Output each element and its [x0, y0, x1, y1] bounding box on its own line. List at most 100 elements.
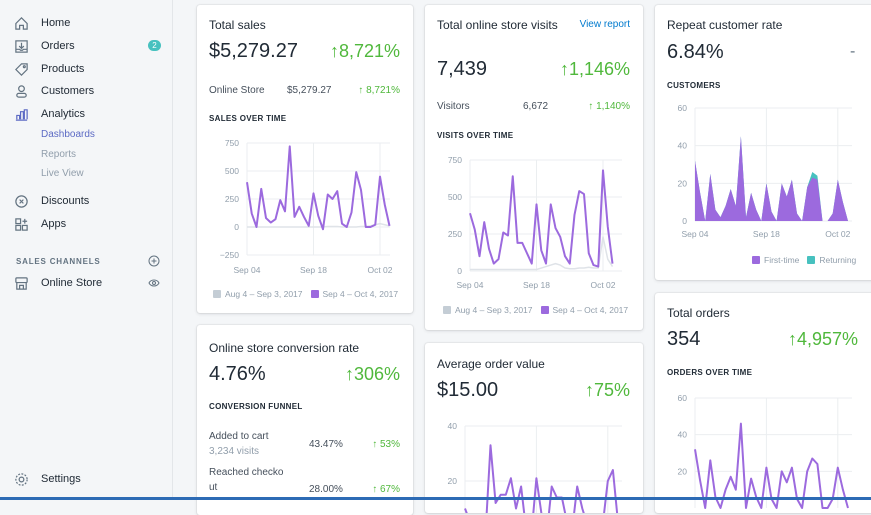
- gear-icon: [15, 472, 28, 486]
- conversion-value: 4.76%: [209, 363, 266, 385]
- chart-caption: SALES OVER TIME: [209, 114, 287, 123]
- nav-label: Apps: [41, 218, 67, 230]
- nav-settings[interactable]: Settings: [14, 471, 81, 487]
- chart-legend: First-time Returning: [752, 255, 856, 265]
- legend-swatch-previous: [213, 290, 221, 298]
- nav-home[interactable]: Home: [14, 15, 70, 31]
- x-tick-label: Oct 02: [367, 265, 392, 275]
- online-store-row: Online Store $5,279.27 ↑ 8,721%: [209, 85, 400, 96]
- x-tick-label: Oct 02: [590, 280, 615, 290]
- legend-returning: Returning: [819, 255, 857, 265]
- y-tick-label: 750: [225, 138, 239, 148]
- y-tick-label: 0: [457, 266, 462, 276]
- y-tick-label: 60: [678, 393, 688, 403]
- view-report-link[interactable]: View report: [579, 19, 630, 30]
- nav-online-store[interactable]: Online Store: [14, 275, 102, 291]
- funnel-row: Reached checko ut 28.00% ↑ 67%: [209, 465, 400, 495]
- nav-live-view[interactable]: Live View: [41, 168, 84, 179]
- series-line-previous: [247, 222, 390, 228]
- y-tick-label: 20: [448, 476, 458, 486]
- nav-label: Analytics: [41, 108, 86, 120]
- total-orders-card: Total orders 354 ↑4,957% ORDERS OVER TIM…: [655, 293, 871, 513]
- aov-change: ↑75%: [584, 380, 630, 400]
- y-tick-label: 40: [448, 421, 458, 431]
- card-title: Total orders: [667, 306, 730, 320]
- x-tick-label: Sep 04: [234, 265, 261, 275]
- chart-legend: Aug 4 – Sep 3, 2017 Sep 4 – Oct 4, 2017: [443, 305, 628, 315]
- nav-label: Settings: [41, 473, 81, 485]
- series-line-current: [694, 422, 849, 509]
- home-icon: [15, 16, 28, 30]
- series-line-current: [464, 444, 619, 513]
- total-sales-change: ↑8,721%: [329, 41, 400, 61]
- total-sales-value: $5,279.27: [209, 40, 298, 62]
- y-tick-label: −250: [220, 250, 239, 260]
- chart-legend: Aug 4 – Sep 3, 2017 Sep 4 – Oct 4, 2017: [213, 289, 398, 299]
- y-tick-label: 40: [678, 430, 688, 440]
- visits-chart: 750 500 250 0 Sep 04 Sep 18 Oct 02: [448, 155, 622, 290]
- x-tick-label: Sep 04: [682, 229, 709, 239]
- legend-swatch-current: [310, 290, 319, 298]
- legend-previous: Aug 4 – Sep 3, 2017: [455, 305, 533, 315]
- chart-caption: CONVERSION FUNNEL: [209, 402, 303, 411]
- repeat-change: -: [850, 43, 856, 60]
- y-tick-label: 500: [225, 166, 239, 176]
- orders-chart: 60 40 20: [678, 393, 852, 509]
- nav-customers[interactable]: Customers: [14, 83, 94, 99]
- nav-label: Home: [41, 17, 71, 29]
- card-title: Repeat customer rate: [667, 18, 783, 32]
- funnel-step: Reached checko ut: [209, 467, 284, 493]
- nav-analytics[interactable]: Analytics: [14, 106, 85, 122]
- row-value: $5,279.27: [287, 85, 332, 96]
- y-tick-label: 0: [234, 222, 239, 232]
- card-title: Total sales: [209, 18, 266, 32]
- sidebar: Home Orders 2 Products Customers Analyti…: [0, 0, 173, 500]
- row-change: ↑ 1,140%: [588, 101, 630, 112]
- series-line-previous: [470, 236, 614, 271]
- window-bottom-edge: [0, 497, 871, 500]
- row-change: ↑ 8,721%: [358, 85, 400, 96]
- average-order-value-card: Average order value $15.00 ↑75% 40 20: [425, 343, 643, 513]
- y-tick-label: 250: [225, 194, 239, 204]
- legend-swatch-previous: [443, 306, 451, 314]
- nav-discounts[interactable]: Discounts: [14, 193, 89, 209]
- nav-label: Orders: [41, 40, 75, 52]
- total-sales-card: Total sales $5,279.27 ↑8,721% Online Sto…: [197, 5, 413, 313]
- nav-dashboards[interactable]: Dashboards: [41, 129, 95, 140]
- legend-swatch-first-time: [752, 256, 760, 264]
- person-icon: [16, 84, 27, 98]
- nav-apps[interactable]: Apps: [14, 216, 66, 232]
- nav-label: Customers: [41, 85, 95, 97]
- conversion-change: ↑306%: [344, 364, 400, 384]
- nav-label: Discounts: [41, 195, 90, 207]
- series-line-current: [246, 145, 391, 231]
- funnel-value: 28.00%: [309, 484, 343, 495]
- row-label: Visitors: [437, 101, 470, 112]
- series-line-current: [469, 169, 614, 268]
- chart-caption: VISITS OVER TIME: [437, 131, 514, 140]
- add-channel-icon[interactable]: [148, 255, 160, 267]
- funnel-sub: 3,234 visits: [209, 446, 260, 457]
- y-tick-label: 20: [678, 466, 688, 476]
- legend-swatch-current: [540, 306, 549, 314]
- orders-change: ↑4,957%: [787, 329, 858, 349]
- funnel-step: Added to cart: [209, 431, 269, 442]
- y-tick-label: 40: [678, 141, 688, 151]
- nav-products[interactable]: Products: [14, 61, 84, 77]
- y-tick-label: 500: [448, 192, 462, 202]
- nav-orders[interactable]: Orders: [14, 38, 75, 54]
- conversion-card: Online store conversion rate 4.76% ↑306%…: [197, 325, 413, 515]
- card-title: Online store conversion rate: [209, 341, 360, 355]
- chart-caption: ORDERS OVER TIME: [667, 368, 753, 377]
- row-value: 6,672: [523, 101, 549, 112]
- store-icon: [15, 276, 28, 290]
- funnel-change: ↑ 53%: [372, 438, 400, 450]
- x-tick-label: Sep 04: [457, 280, 484, 290]
- x-tick-label: Sep 18: [300, 265, 327, 275]
- eye-icon[interactable]: [148, 278, 160, 288]
- y-tick-label: 60: [678, 103, 688, 113]
- nav-reports[interactable]: Reports: [41, 149, 77, 160]
- apps-icon: [15, 217, 28, 231]
- aov-value: $15.00: [437, 379, 499, 401]
- y-tick-label: 0: [682, 216, 687, 226]
